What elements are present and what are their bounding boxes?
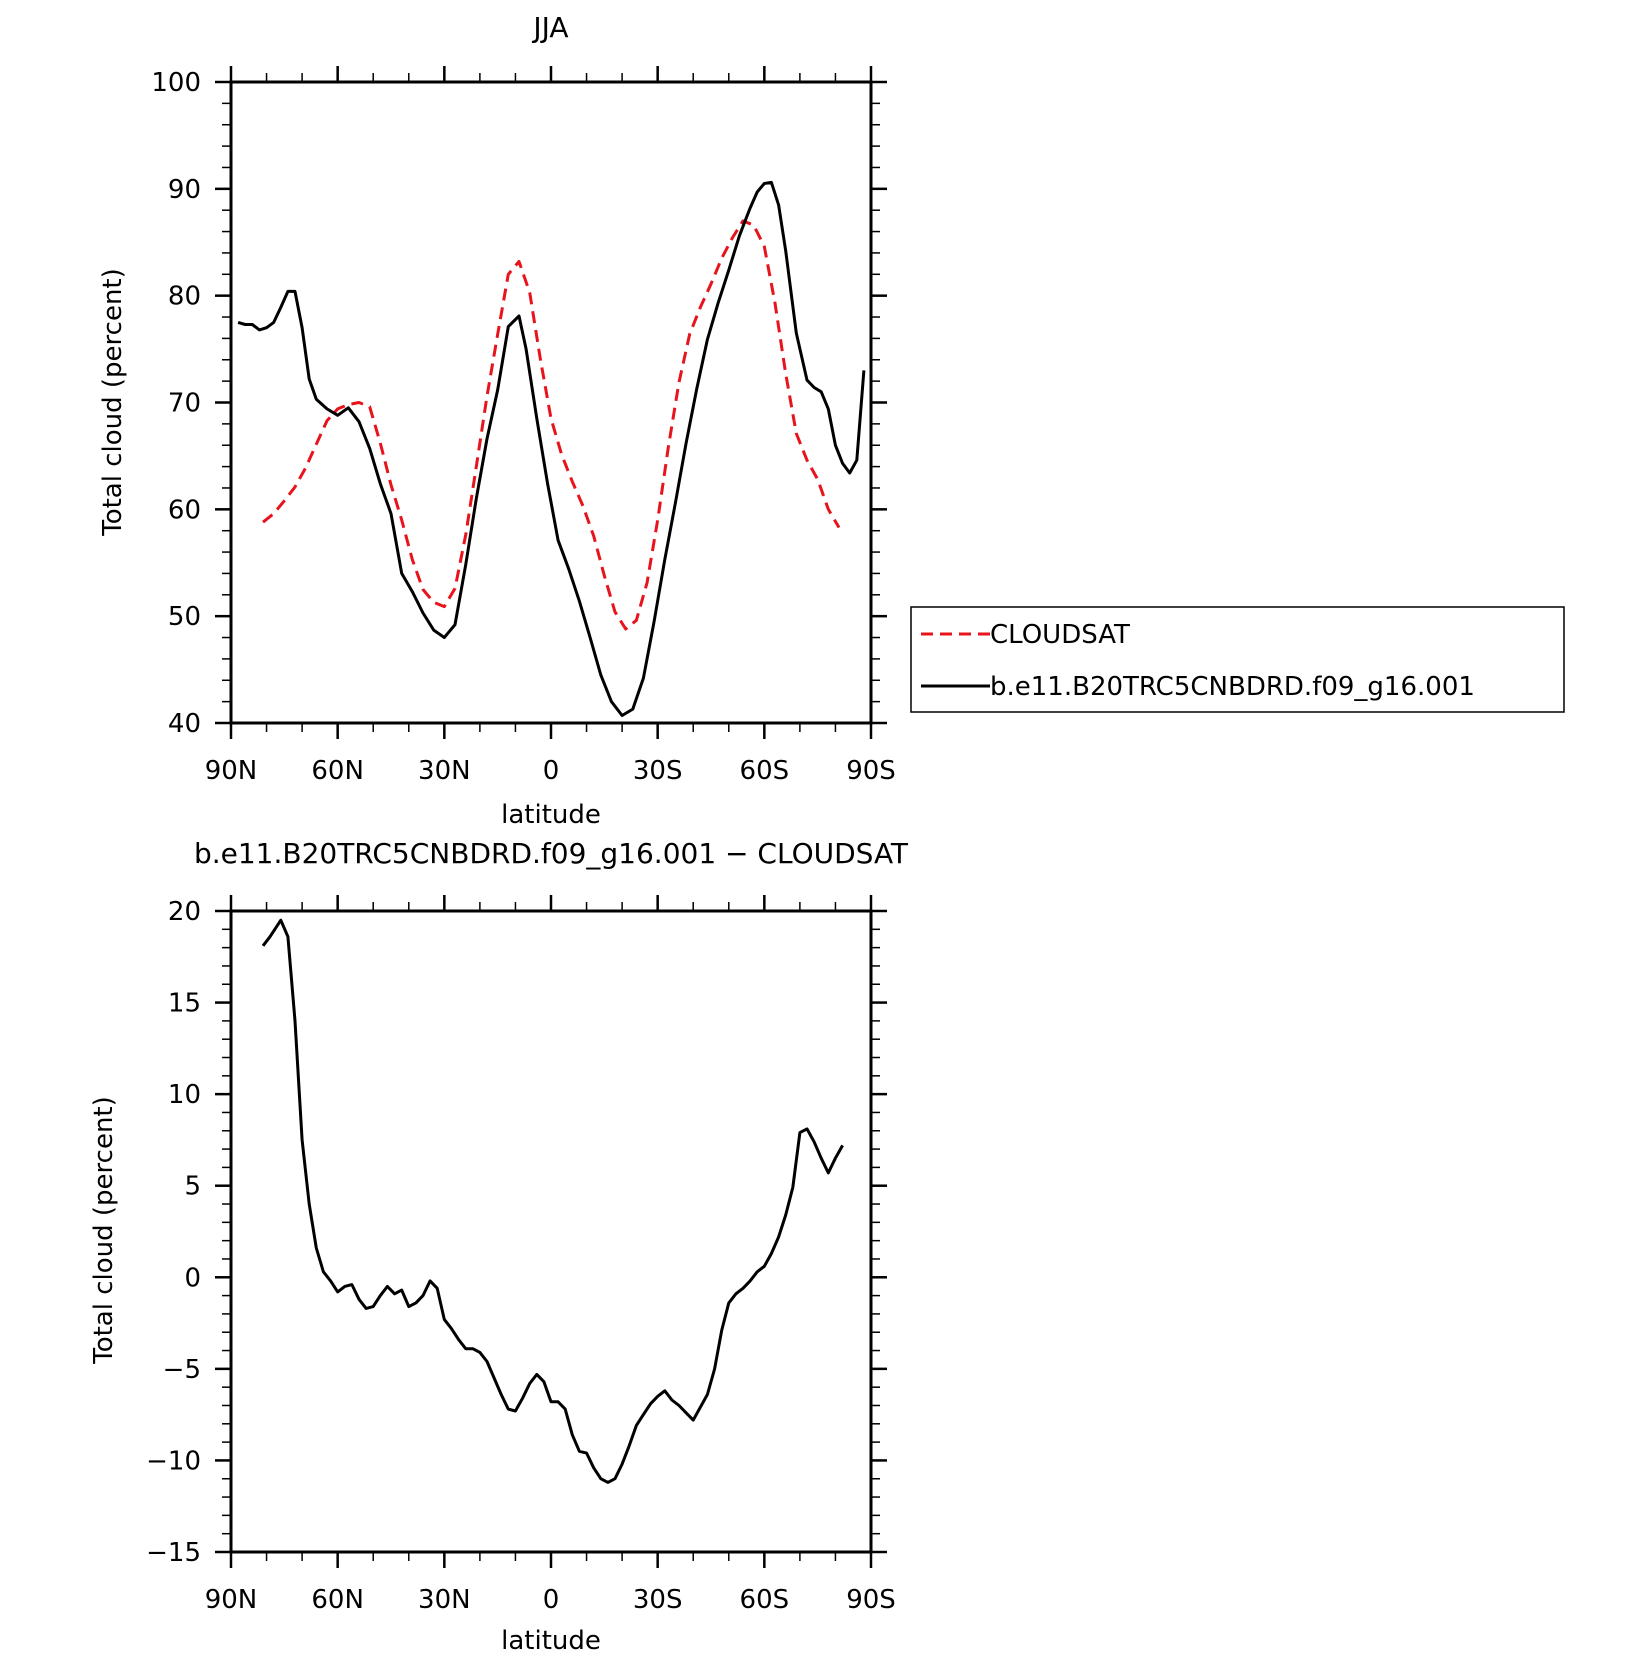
y-tick-label: 70	[168, 389, 201, 419]
series-line-b-e11-b20trc5cnbdrd-f09-g16-001	[237, 180, 866, 717]
x-tick-label: 30N	[418, 1585, 471, 1615]
x-axis-label: latitude	[501, 800, 601, 830]
x-tick-label: 0	[543, 756, 560, 786]
x-tick-label: 60N	[311, 1585, 364, 1615]
y-axis-label: Total cloud (percent)	[98, 268, 128, 537]
y-tick-label: −5	[163, 1355, 201, 1385]
y-tick-label: 15	[168, 989, 201, 1019]
x-axis: 90N 60N 30N 0 30S 60S 90S	[205, 895, 896, 1615]
y-tick-label: 0	[184, 1263, 201, 1293]
y-tick-label: 90	[168, 175, 201, 205]
series-line-difference	[261, 918, 844, 1484]
y-tick-label: 80	[168, 282, 201, 312]
y-tick-label: 20	[168, 897, 201, 927]
x-axis: 90N 60N 30N 0 30S 60S 90S	[205, 66, 896, 786]
x-tick-label: 90S	[846, 756, 896, 786]
y-tick-label: 60	[168, 495, 201, 525]
legend-box	[910, 606, 1565, 713]
y-tick-label: 50	[168, 602, 201, 632]
chart-title: b.e11.B20TRC5CNBDRD.f09_g16.001 − CLOUDS…	[194, 837, 909, 870]
x-axis-label: latitude	[501, 1626, 601, 1653]
legend-label-model: b.e11.B20TRC5CNBDRD.f09_g16.001	[990, 672, 1475, 702]
y-axis: −15 −10 −5 0 5 10 15 20	[146, 897, 887, 1568]
x-tick-label: 0	[543, 1585, 560, 1615]
y-tick-label: 40	[168, 709, 201, 739]
y-tick-label: −15	[146, 1538, 201, 1568]
x-tick-label: 90S	[846, 1585, 896, 1615]
x-tick-label: 60N	[311, 756, 364, 786]
x-tick-label: 60S	[740, 756, 790, 786]
x-tick-label: 90N	[205, 756, 258, 786]
legend-label-cloudsat: CLOUDSAT	[990, 620, 1130, 650]
y-tick-label: −10	[146, 1446, 201, 1476]
x-tick-label: 30N	[418, 756, 471, 786]
series-layer	[237, 180, 866, 717]
x-tick-label: 30S	[633, 1585, 683, 1615]
legend: CLOUDSAT b.e11.B20TRC5CNBDRD.f09_g16.001	[910, 606, 1565, 713]
series-line-cloudsat	[262, 219, 841, 631]
y-axis-label: Total cloud (percent)	[89, 1096, 119, 1365]
y-tick-label: 5	[184, 1172, 201, 1202]
x-tick-label: 90N	[205, 1585, 258, 1615]
y-tick-label: 100	[151, 68, 201, 98]
chart-title: JJA	[531, 11, 568, 44]
series-layer	[261, 918, 844, 1484]
chart-panel-difference: b.e11.B20TRC5CNBDRD.f09_g16.001 − CLOUDS…	[89, 837, 909, 1653]
x-tick-label: 60S	[740, 1585, 790, 1615]
plot-frame	[229, 80, 873, 725]
plot-frame	[229, 909, 873, 1554]
x-tick-label: 30S	[633, 756, 683, 786]
y-tick-label: 10	[168, 1080, 201, 1110]
y-axis: 40 50 60 70 80 90 100	[151, 68, 887, 739]
